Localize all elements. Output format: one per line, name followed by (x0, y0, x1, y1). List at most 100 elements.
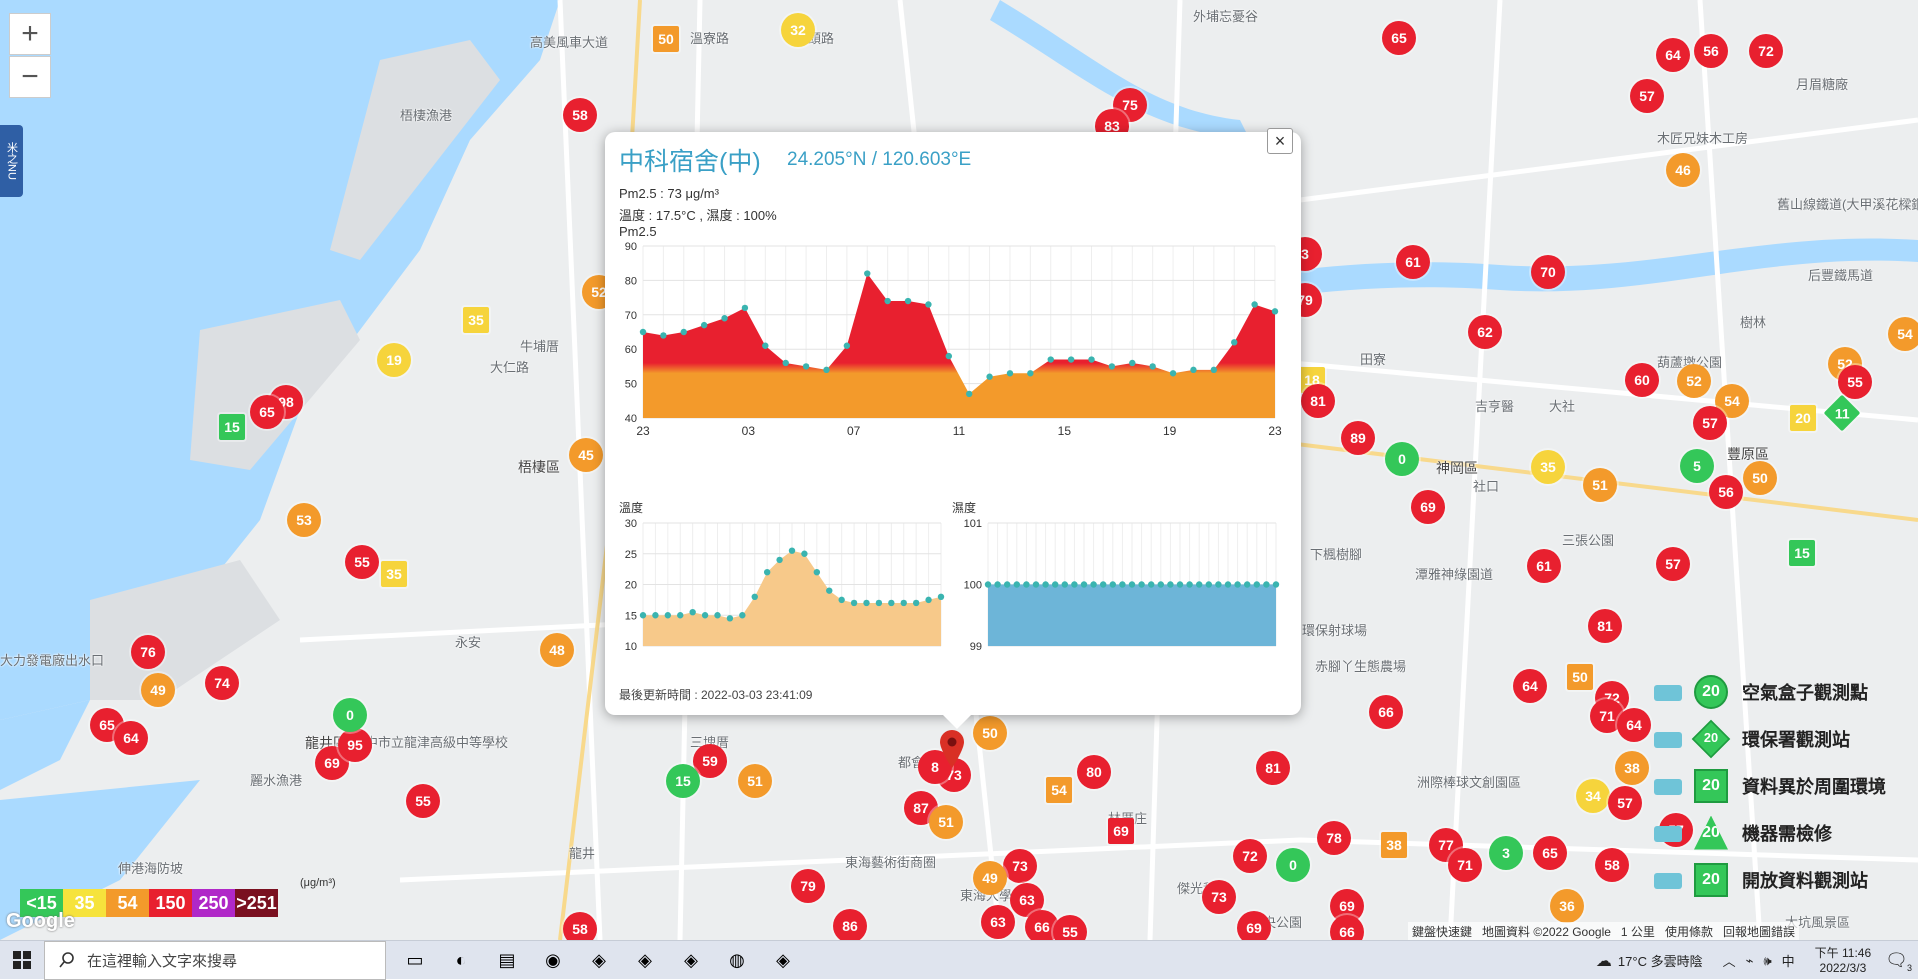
station-marker[interactable]: 69 (1237, 911, 1271, 940)
station-marker[interactable]: 15 (666, 764, 700, 798)
station-marker[interactable]: 32 (781, 13, 815, 47)
weather-text[interactable]: 17°C 多雲時陰 (1617, 954, 1703, 969)
station-marker[interactable]: 8 (918, 750, 952, 784)
station-marker[interactable]: 56 (1694, 34, 1728, 68)
station-marker[interactable]: 5 (1680, 449, 1714, 483)
station-marker[interactable]: 55 (406, 784, 440, 818)
station-marker[interactable]: 51 (929, 805, 963, 839)
station-marker[interactable]: 64 (114, 721, 148, 755)
station-marker[interactable]: 65 (1382, 21, 1416, 55)
location-pin-icon[interactable] (938, 728, 966, 770)
station-marker[interactable]: 72 (1749, 34, 1783, 68)
station-marker[interactable]: 64 (1617, 708, 1651, 742)
attribution-item[interactable]: 地圖資料 ©2022 Google (1482, 925, 1611, 939)
station-marker[interactable]: 69 (1330, 889, 1364, 923)
station-marker[interactable]: 69 (1108, 818, 1134, 844)
volume-icon[interactable]: 🕪 (1763, 952, 1772, 968)
station-marker[interactable]: 58 (1595, 848, 1629, 882)
station-marker[interactable]: 59 (693, 744, 727, 778)
station-marker[interactable]: 58 (563, 912, 597, 940)
station-marker[interactable]: 36 (1550, 889, 1584, 923)
station-marker[interactable]: 50 (973, 716, 1007, 750)
station-marker[interactable]: 50 (653, 26, 679, 52)
station-marker[interactable]: 73 (1003, 849, 1037, 883)
notification-icon[interactable]: 🗨 3 (1885, 950, 1912, 973)
attribution-item[interactable]: 回報地圖錯誤 (1722, 925, 1795, 939)
station-marker[interactable]: 58 (563, 98, 597, 132)
attribution-item[interactable]: 1 公里 (1620, 925, 1655, 939)
station-marker[interactable]: 35 (381, 561, 407, 587)
station-marker[interactable]: 50 (1743, 461, 1777, 495)
station-marker[interactable]: 51 (1583, 468, 1617, 502)
station-marker[interactable]: 81 (1256, 751, 1290, 785)
station-marker[interactable]: 55 (345, 545, 379, 579)
task-view-icon[interactable]: ▭ (406, 949, 424, 970)
station-marker[interactable]: 61 (1396, 245, 1430, 279)
station-marker[interactable]: 66 (1369, 695, 1403, 729)
attribution-item[interactable]: 使用條款 (1664, 925, 1713, 939)
station-marker[interactable]: 49 (141, 673, 175, 707)
station-marker[interactable]: 55 (1053, 915, 1087, 940)
app-icon[interactable]: ◈ (592, 949, 606, 970)
station-marker[interactable]: 60 (1625, 363, 1659, 397)
side-tab[interactable]: 米之NU (0, 125, 23, 197)
station-marker[interactable]: 62 (1468, 315, 1502, 349)
station-marker[interactable]: 64 (1656, 38, 1690, 72)
station-marker[interactable]: 38 (1381, 832, 1407, 858)
station-marker[interactable]: 45 (569, 438, 603, 472)
station-marker[interactable]: 49 (973, 861, 1007, 895)
station-marker[interactable]: 81 (1301, 384, 1335, 418)
clock[interactable]: 下午 11:46 2022/3/3 (1815, 946, 1871, 976)
station-marker[interactable]: 63 (981, 905, 1015, 939)
chrome-icon[interactable]: ◉ (545, 949, 561, 970)
station-marker[interactable]: 57 (1630, 79, 1664, 113)
station-marker[interactable]: 73 (1202, 880, 1236, 914)
station-marker[interactable]: 50 (1567, 664, 1593, 690)
blender-icon[interactable]: ◍ (729, 949, 745, 970)
station-marker[interactable]: 76 (131, 635, 165, 669)
station-marker[interactable]: 35 (463, 307, 489, 333)
station-marker[interactable]: 54 (1046, 777, 1072, 803)
station-marker[interactable]: 54 (1888, 317, 1918, 351)
zoom-out-button[interactable]: − (9, 56, 51, 98)
taskbar-search[interactable]: 在這裡輸入文字來搜尋 (44, 940, 386, 980)
app-icon[interactable]: ◈ (776, 949, 790, 970)
station-marker[interactable]: 61 (1527, 549, 1561, 583)
station-marker[interactable]: 0 (1385, 442, 1419, 476)
station-marker[interactable]: 66 (1330, 915, 1364, 940)
station-marker[interactable]: 53 (287, 503, 321, 537)
station-marker[interactable]: 52 (1677, 364, 1711, 398)
station-marker[interactable]: 20 (1790, 405, 1816, 431)
map[interactable]: 高美風車大道 梧棲漁港 梧棲區 牛埔厝 大仁路 龍井區 臺中市立龍津高級中等學校 麗水漁港 大力… (0, 0, 1918, 940)
close-button[interactable]: × (1267, 128, 1293, 154)
station-marker[interactable]: 95 (338, 728, 372, 762)
station-marker[interactable]: 0 (333, 698, 367, 732)
station-marker[interactable]: 34 (1576, 779, 1610, 813)
station-marker[interactable]: 57 (1693, 406, 1727, 440)
station-marker[interactable]: 78 (1317, 821, 1351, 855)
station-marker[interactable]: 80 (1077, 755, 1111, 789)
station-marker[interactable]: 79 (791, 869, 825, 903)
station-marker[interactable]: 74 (205, 666, 239, 700)
station-marker[interactable]: 65 (250, 395, 284, 429)
ime-indicator[interactable]: 中 (1781, 954, 1795, 969)
station-marker[interactable]: 56 (1709, 475, 1743, 509)
station-marker[interactable]: 15 (1789, 540, 1815, 566)
station-marker[interactable]: 46 (1666, 153, 1700, 187)
station-marker[interactable]: 72 (1233, 839, 1267, 873)
station-marker[interactable]: 35 (1531, 450, 1565, 484)
station-marker[interactable]: 19 (377, 343, 411, 377)
attribution-item[interactable]: 鍵盤快速鍵 (1412, 925, 1473, 939)
start-button[interactable] (0, 941, 44, 980)
station-marker[interactable]: 86 (833, 909, 867, 940)
station-marker[interactable]: 3 (1489, 836, 1523, 870)
network-icon[interactable]: ⌁ (1745, 952, 1754, 968)
station-marker[interactable]: 51 (738, 764, 772, 798)
station-marker[interactable]: 71 (1448, 848, 1482, 882)
app-icon[interactable]: ◈ (684, 949, 698, 970)
edge-icon[interactable]: ◐ (455, 949, 467, 970)
station-marker[interactable]: 81 (1588, 609, 1622, 643)
chevron-up-icon[interactable]: ︿ (1722, 954, 1736, 969)
station-marker[interactable]: 69 (1411, 490, 1445, 524)
station-marker[interactable]: 65 (1533, 836, 1567, 870)
